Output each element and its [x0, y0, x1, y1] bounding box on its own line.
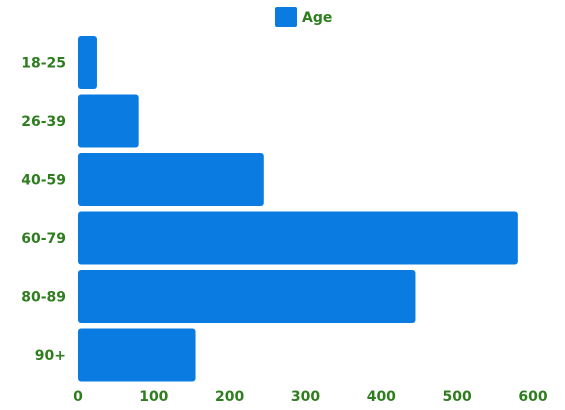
x-tick-label: 200: [215, 389, 244, 405]
bar-80-89: [78, 270, 416, 323]
y-tick-label: 40-59: [21, 173, 66, 189]
bars: [78, 36, 518, 382]
legend: Age: [275, 7, 332, 27]
y-tick-label: 60-79: [21, 231, 66, 247]
x-tick-label: 0: [73, 389, 83, 405]
legend-swatch: [275, 7, 297, 27]
x-tick-label: 300: [291, 389, 320, 405]
y-tick-label: 18-25: [21, 56, 66, 72]
y-axis-tick-labels: 18-25 26-39 40-59 60-79 80-89 90+: [21, 56, 66, 365]
bar-40-59: [78, 153, 264, 206]
y-tick-label: 80-89: [21, 290, 66, 306]
legend-label: Age: [302, 10, 332, 26]
x-tick-label: 400: [367, 389, 396, 405]
bar-60-79: [78, 211, 518, 265]
bar-18-25: [78, 36, 97, 89]
x-tick-label: 500: [443, 389, 472, 405]
x-tick-label: 600: [518, 389, 547, 405]
x-tick-label: 100: [139, 389, 168, 405]
y-tick-label: 26-39: [21, 114, 66, 130]
bar-26-39: [78, 94, 139, 148]
y-tick-label: 90+: [35, 348, 66, 364]
x-axis-tick-labels: 0 100 200 300 400 500 600: [73, 389, 548, 405]
bar-90+: [78, 328, 196, 382]
